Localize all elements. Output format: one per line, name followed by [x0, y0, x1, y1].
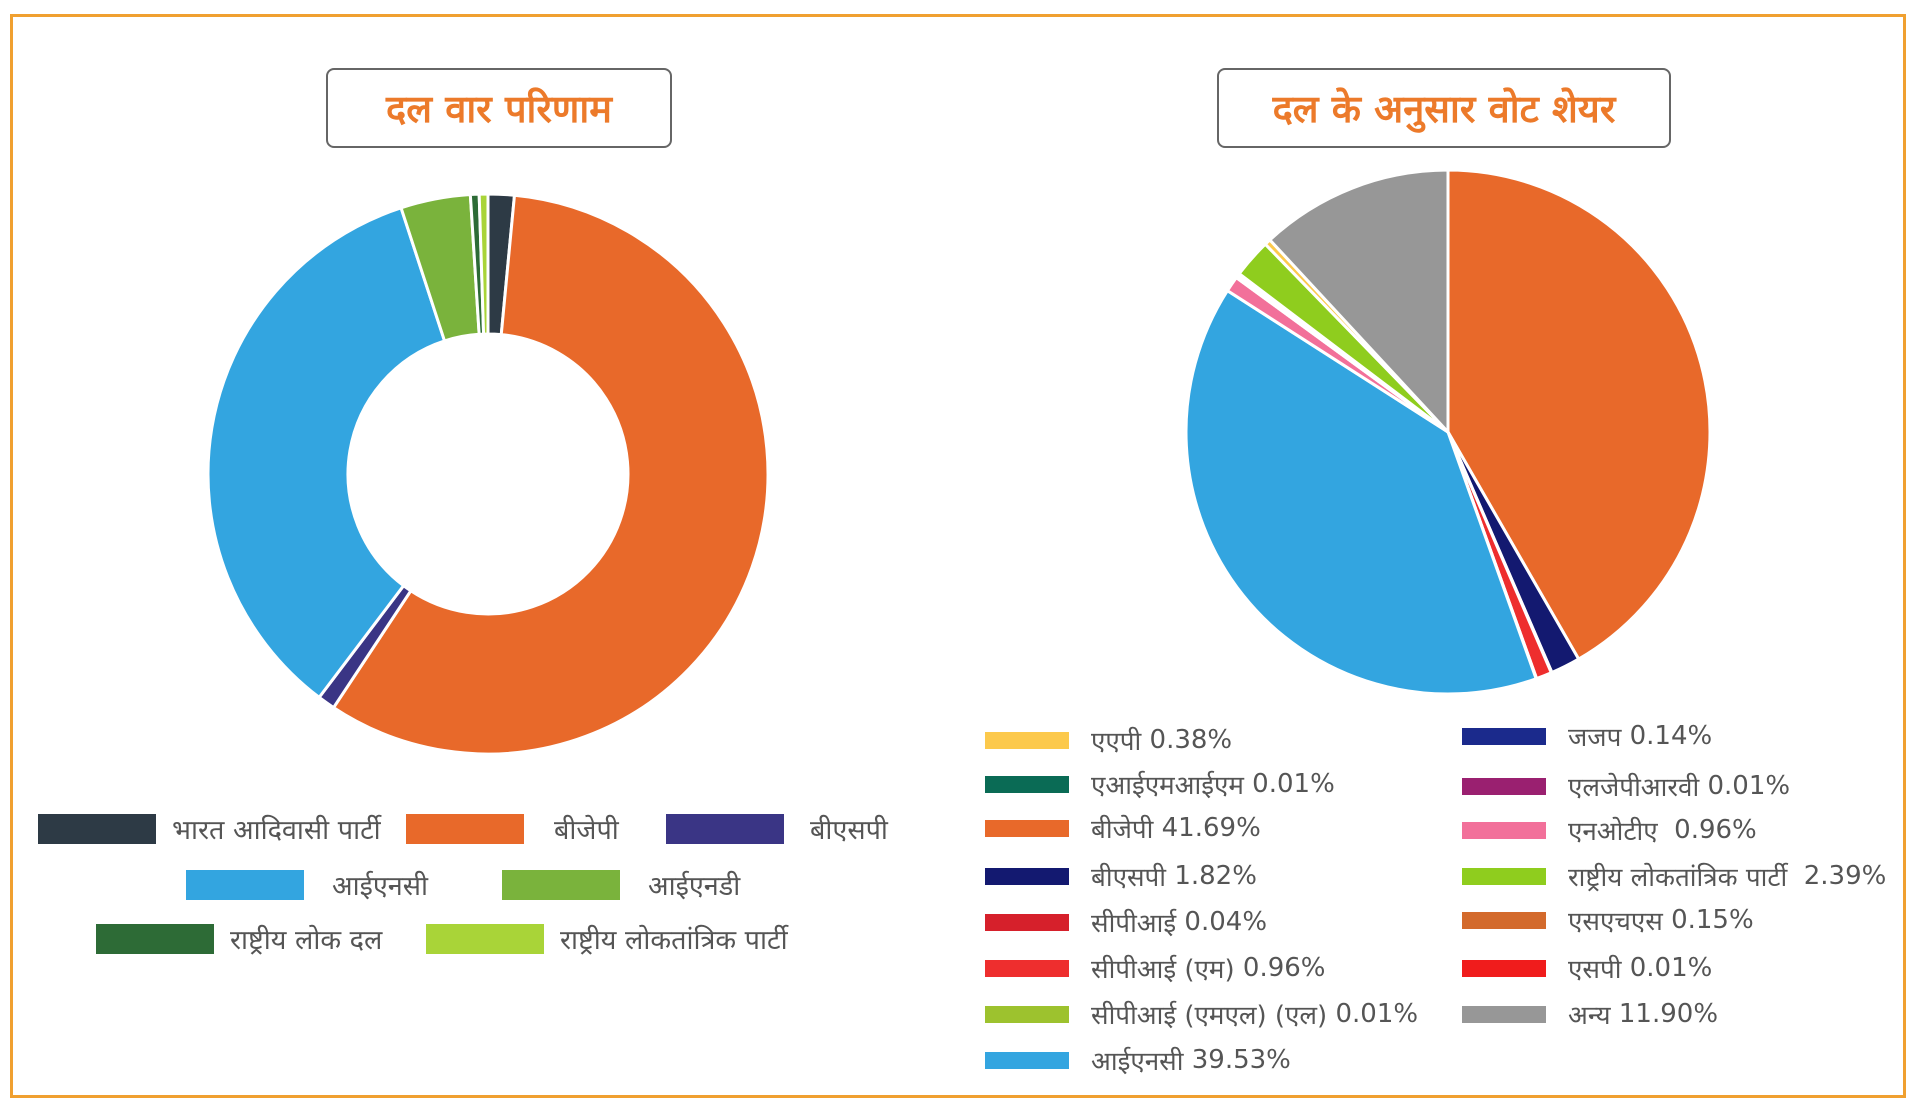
legend-label: एएपी [1091, 727, 1142, 757]
slice-inc [206, 205, 447, 700]
legend-swatch [985, 819, 1069, 837]
legend-label: एलजेपीआरवी [1568, 773, 1700, 803]
pie-legend-item-cpi: सीपीआई 0.04% [985, 904, 1267, 940]
legend-value: 0.01% [1335, 999, 1419, 1029]
legend-value: 2.39% [1803, 861, 1887, 891]
legend-label: जजप [1568, 723, 1622, 753]
legend-swatch [1462, 777, 1546, 795]
legend-swatch [666, 813, 784, 844]
legend-swatch [1462, 911, 1546, 929]
legend-swatch [985, 867, 1069, 885]
pie-legend-item-inc: आईएनसी 39.53% [985, 1042, 1291, 1078]
slice-others [1267, 168, 1450, 436]
legend-value: 0.01% [1629, 953, 1713, 983]
legend-label: अन्य [1568, 1001, 1611, 1031]
pie-legend-item-rlp: राष्ट्रीय लोकतांत्रिक पार्टी 2.39% [1462, 858, 1886, 894]
legend-value: 0.01% [1252, 769, 1335, 799]
legend-value: 0.14% [1629, 721, 1713, 751]
legend-value: 0.96% [1674, 815, 1757, 845]
legend-label: बीजेपी [554, 815, 619, 846]
legend-label: राष्ट्रीय लोकतांत्रिक पार्टी [1568, 863, 1788, 893]
donut-legend-item-rlp: राष्ट्रीय लोकतांत्रिक पार्टी [426, 920, 788, 957]
legend-swatch [985, 913, 1069, 931]
pie-legend-item-cpiml: सीपीआई (एमएल) (एल) 0.01% [985, 996, 1418, 1032]
legend-swatch [985, 1051, 1069, 1069]
donut-legend-item-bsp: बीएसपी [666, 810, 888, 847]
pie-legend-item-others: अन्य 11.90% [1462, 996, 1718, 1032]
vote-share-title: दल के अनुसार वोट शेयर [1217, 68, 1671, 148]
pie-legend-item-cpim: सीपीआई (एम) 0.96% [985, 950, 1326, 986]
legend-label: राष्ट्रीय लोक दल [230, 925, 383, 956]
legend-label: सीपीआई (एम) [1091, 955, 1235, 985]
slice-inc [1184, 288, 1539, 696]
legend-swatch [1462, 867, 1546, 885]
legend-label: राष्ट्रीय लोकतांत्रिक पार्टी [560, 925, 788, 956]
slice-bjp [331, 193, 770, 756]
legend-label: बीएसपी [810, 815, 888, 846]
legend-label: आईएनडी [648, 871, 741, 902]
pie-legend-item-ljprv: एलजेपीआरवी 0.01% [1462, 768, 1790, 804]
legend-label: सीपीआई [1091, 909, 1177, 939]
chart-frame [10, 14, 1906, 1098]
legend-value: 0.15% [1671, 905, 1754, 935]
donut-legend-item-bjp: बीजेपी [406, 810, 619, 847]
legend-value: 0.01% [1707, 771, 1791, 801]
legend-value: 0.96% [1242, 953, 1326, 983]
legend-value: 1.82% [1174, 861, 1257, 891]
legend-label: आईएनसी [332, 871, 429, 902]
legend-swatch [426, 923, 544, 954]
legend-value: 0.38% [1149, 725, 1233, 755]
legend-label: एआईएमआईएम [1091, 771, 1244, 801]
legend-swatch [985, 959, 1069, 977]
pie-legend-item-aimim: एआईएमआईएम 0.01% [985, 766, 1335, 802]
legend-value: 41.69% [1161, 813, 1261, 843]
legend-label: बीजेपी [1091, 815, 1154, 845]
legend-label: एसएचएस [1568, 907, 1663, 937]
pie-legend-item-nota: एनओटीए 0.96% [1462, 812, 1757, 848]
donut-legend-item-ind: आईएनडी [502, 866, 740, 903]
legend-swatch [186, 869, 304, 900]
pie-legend-item-shs: एसएचएस 0.15% [1462, 902, 1754, 938]
pie-legend-item-aap: एएपी 0.38% [985, 722, 1232, 758]
legend-swatch [985, 775, 1069, 793]
pie-legend-item-sp: एसपी 0.01% [1462, 950, 1712, 986]
legend-swatch [985, 731, 1069, 749]
legend-label: भारत आदिवासी पार्टी [172, 815, 381, 846]
pie-legend-item-jjp: जजप 0.14% [1462, 718, 1712, 754]
legend-swatch [985, 1005, 1069, 1023]
legend-swatch [502, 869, 620, 900]
donut-legend-item-rld: राष्ट्रीय लोक दल [96, 920, 382, 957]
slice-rlp [477, 192, 490, 336]
slice-bjp [1446, 168, 1712, 662]
pie-legend-item-bsp: बीएसपी 1.82% [985, 858, 1257, 894]
legend-label: आईएनसी [1091, 1047, 1184, 1077]
pie-legend-item-bjp: बीजेपी 41.69% [985, 810, 1261, 846]
seat-results-title: दल वार परिणाम [326, 68, 672, 148]
legend-swatch [1462, 1005, 1546, 1023]
legend-swatch [1462, 727, 1546, 745]
donut-legend-item-bharat-adivasi: भारत आदिवासी पार्टी [38, 810, 381, 847]
legend-swatch [38, 813, 156, 844]
legend-swatch [1462, 959, 1546, 977]
legend-swatch [1462, 821, 1546, 839]
legend-swatch [96, 923, 214, 954]
legend-label: एसपी [1568, 955, 1622, 985]
legend-value: 39.53% [1191, 1045, 1291, 1075]
legend-value: 0.04% [1184, 907, 1268, 937]
legend-swatch [406, 813, 524, 844]
legend-label: एनओटीए [1568, 817, 1658, 847]
legend-label: सीपीआई (एमएल) (एल) [1091, 1001, 1328, 1031]
donut-legend-item-inc: आईएनसी [186, 866, 428, 903]
legend-label: बीएसपी [1091, 863, 1167, 893]
legend-value: 11.90% [1618, 999, 1719, 1029]
